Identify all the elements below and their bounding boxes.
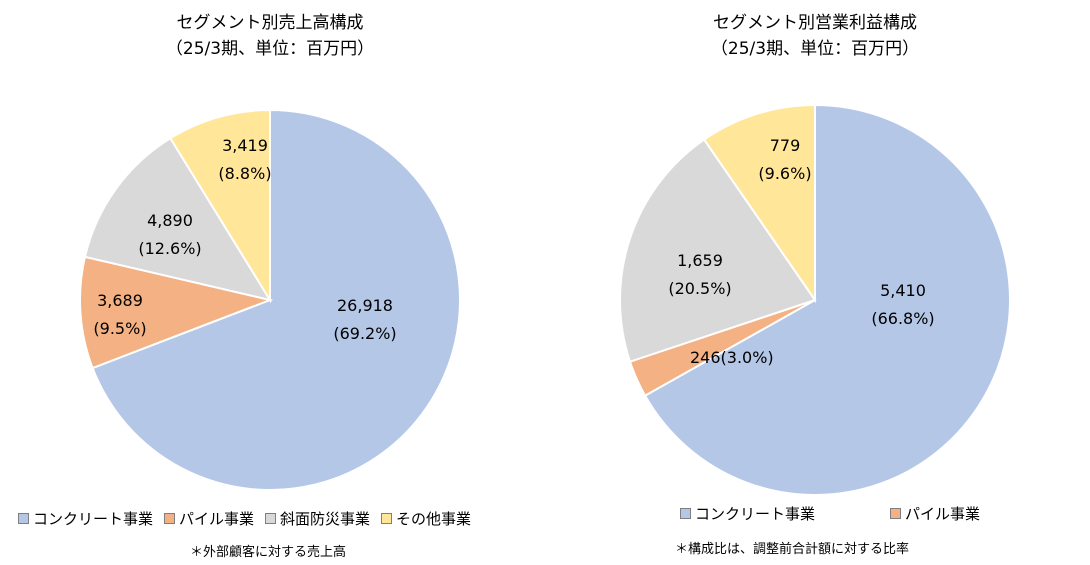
sales-chart-subtitle: （25/3期、単位：百万円） (165, 39, 375, 59)
sales-chart-title-block: セグメント別売上高構成 （25/3期、単位：百万円） (120, 10, 420, 62)
sales-legend: コンクリート事業 パイル事業 斜面防災事業 その他事業 (18, 508, 471, 529)
pie-slice-slope (619, 138, 817, 363)
profit-chart-title: セグメント別営業利益構成 (713, 13, 917, 33)
legend-label: コンクリート事業 (33, 510, 154, 528)
data-value-label-slope: 1,659 (677, 251, 723, 270)
data-pct-label-other: (9.6%) (758, 164, 811, 183)
legend-item-concrete: コンクリート事業 (18, 508, 153, 529)
data-pct-label-concrete: (66.8%) (871, 309, 934, 328)
data-pct-label-slope: (20.5%) (668, 279, 731, 298)
profit-chart-title-block: セグメント別営業利益構成 （25/3期、単位：百万円） (665, 10, 965, 62)
legend-label: パイル事業 (179, 510, 255, 528)
legend-swatch-pile (890, 508, 902, 519)
data-label-pile: 246(3.0%) (690, 348, 774, 367)
data-pct-label-other: (8.8%) (218, 164, 271, 183)
legend-label: コンクリート事業 (695, 505, 816, 523)
data-value-label-pile: 3,689 (97, 291, 143, 310)
sales-footnote: ＊外部顧客に対する売上高 (190, 545, 347, 560)
data-pct-label-concrete: (69.2%) (333, 324, 396, 343)
data-value-label-slope: 4,890 (147, 211, 193, 230)
pie-slice-other (168, 108, 271, 304)
data-value-label-concrete: 5,410 (880, 281, 926, 300)
profit-legend: コンクリート事業 パイル事業 (680, 503, 980, 524)
data-pct-label-slope: (12.6%) (138, 239, 201, 258)
pie-slice-other (702, 103, 816, 304)
legend-item-other: その他事業 (381, 508, 471, 529)
sales-pie: 26,918 (69.2%) 3,689 (9.5%) 4,890 (12.6%) 3,41… (79, 108, 461, 491)
legend-label: その他事業 (396, 510, 472, 528)
profit-footnote: ＊構成比は、調整前合計額に対する比率 (675, 542, 910, 557)
legend-swatch-concrete (680, 508, 691, 519)
legend-swatch-other (381, 513, 393, 524)
pie-slice-concrete (91, 108, 461, 491)
legend-item-slope: 斜面防災事業 (265, 508, 370, 529)
legend-swatch-pile (164, 513, 176, 524)
legend-item-concrete: コンクリート事業 (680, 503, 815, 524)
legend-swatch-slope (265, 513, 277, 524)
profit-pie: 5,410 (66.8%) 246(3.0%) 1,659 (20.5%) 779 (9.6… (619, 103, 1011, 496)
legend-item-pile: パイル事業 (890, 503, 980, 524)
legend-label: 斜面防災事業 (280, 510, 371, 528)
data-value-label-concrete: 26,918 (337, 296, 393, 315)
pie-slice-slope (83, 136, 273, 302)
legend-swatch-concrete (18, 513, 29, 524)
data-pct-label-pile: (9.5%) (93, 319, 146, 338)
legend-label: パイル事業 (905, 505, 981, 523)
profit-chart-subtitle: （25/3期、単位：百万円） (710, 39, 920, 59)
pie-slice-concrete (643, 103, 1011, 496)
pie-slice-pile (79, 255, 274, 370)
sales-chart-title: セグメント別売上高構成 (176, 13, 364, 33)
data-value-label-other: 3,419 (222, 136, 268, 155)
data-value-label-other: 779 (770, 136, 801, 155)
legend-item-pile: パイル事業 (164, 508, 254, 529)
